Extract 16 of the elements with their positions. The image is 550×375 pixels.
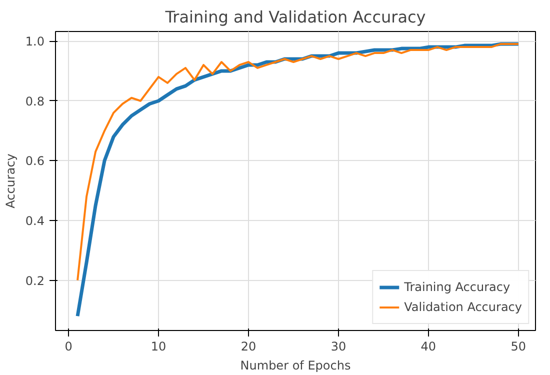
x-tick-label: 0 xyxy=(64,340,72,354)
x-tick-label: 20 xyxy=(240,340,256,354)
legend-label: Validation Accuracy xyxy=(404,300,522,314)
y-tick-label: 0.2 xyxy=(25,274,45,288)
x-tick-label: 40 xyxy=(420,340,436,354)
legend-label: Training Accuracy xyxy=(404,280,510,294)
x-tick-label: 10 xyxy=(150,340,166,354)
x-axis-title: Number of Epochs xyxy=(240,358,351,372)
y-tick-label: 0.6 xyxy=(25,154,45,168)
y-tick-label: 1.0 xyxy=(25,34,45,49)
y-tick-label: 0.4 xyxy=(25,214,45,228)
chart-title: Training and Validation Accuracy xyxy=(164,8,426,26)
y-axis-title: Accuracy xyxy=(3,154,18,208)
y-tick-label: 0.8 xyxy=(25,94,45,108)
x-tick-label: 30 xyxy=(330,340,346,354)
x-tick-label: 50 xyxy=(510,340,526,354)
